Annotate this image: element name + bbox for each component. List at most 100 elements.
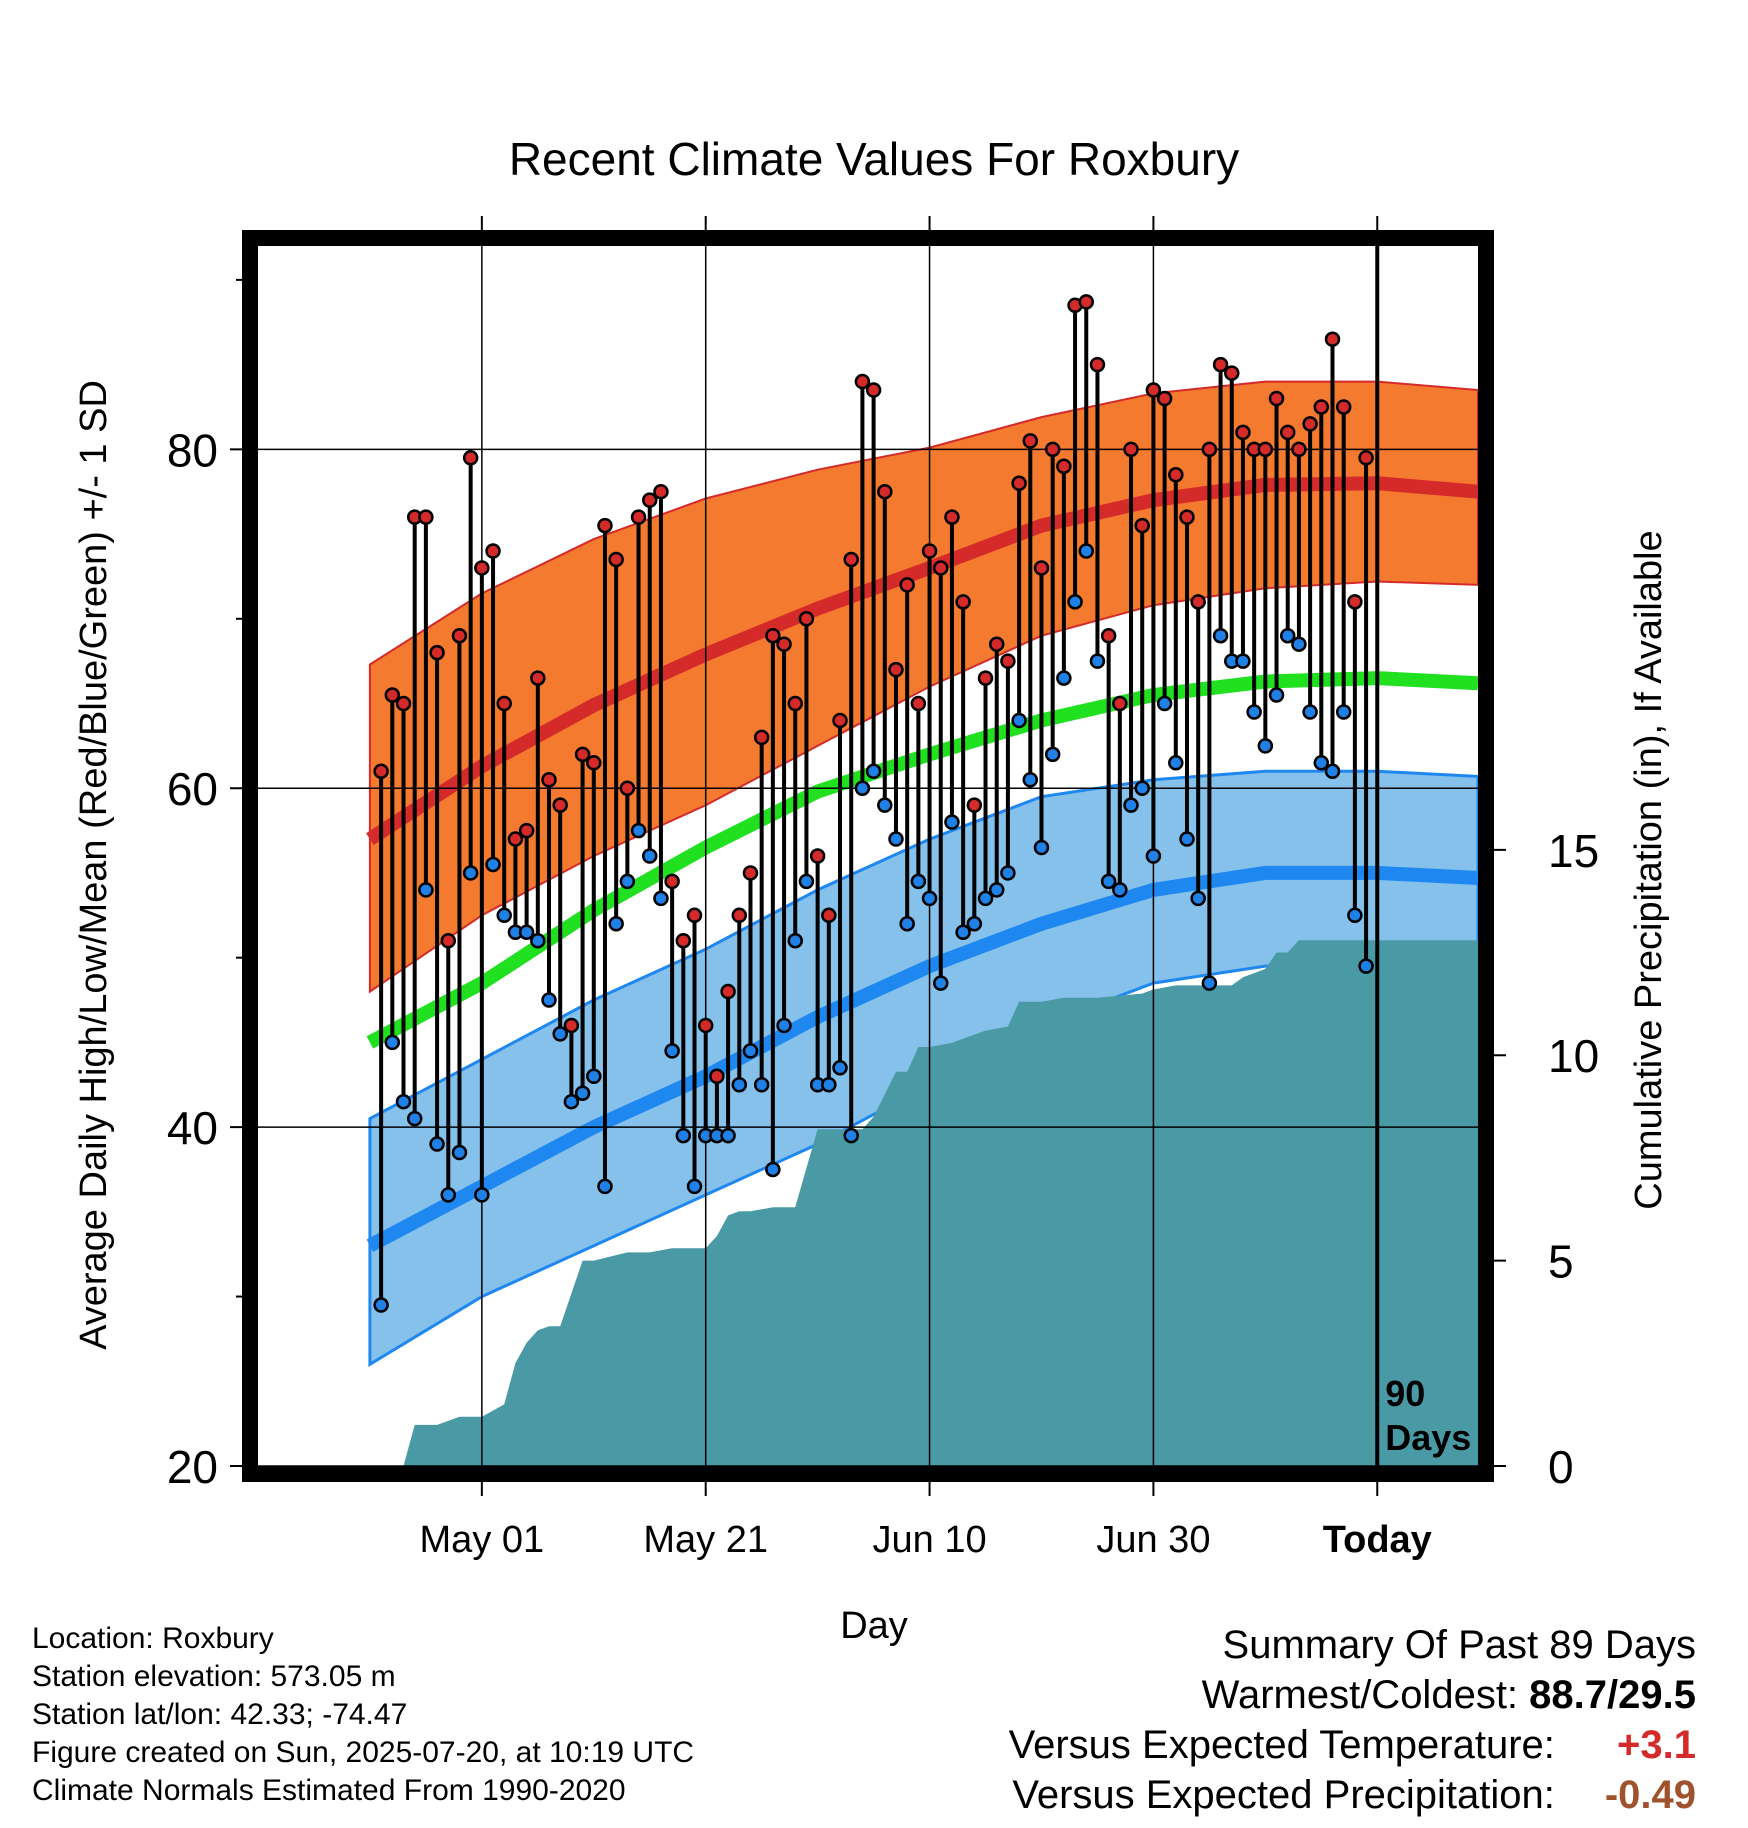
daily-high-point — [563, 1017, 580, 1034]
daily-low-point — [496, 907, 512, 924]
chart-title: Recent Climate Values For Roxbury — [509, 133, 1239, 185]
daily-low-point — [1000, 865, 1016, 881]
daily-high-point — [507, 831, 524, 847]
daily-low-point — [462, 865, 479, 881]
daily-high-point — [1145, 382, 1162, 398]
daily-low-point — [1056, 670, 1072, 686]
x-tick-label: May 21 — [643, 1519, 768, 1561]
daily-high-point — [1156, 390, 1173, 407]
axes: 20 40 60 80 0 5 10 15 May 01 May 21 Jun 10 Jun 30 To… — [167, 216, 1599, 1561]
y2-axis-label: Cumulative Precipitation (in), If Availa… — [1628, 530, 1670, 1209]
latlon-text: Station lat/lon: 42.33; -74.47 — [32, 1698, 408, 1731]
daily-low-point — [1268, 687, 1285, 703]
daily-high-point — [574, 746, 591, 763]
normals-period-text: Climate Normals Estimated From 1990-2020 — [32, 1774, 626, 1807]
daily-low-point — [1156, 695, 1173, 712]
daily-high-point — [1100, 627, 1117, 644]
daily-high-point — [485, 543, 501, 559]
x-tick-label: May 01 — [420, 1519, 545, 1561]
daily-high-point — [1268, 390, 1285, 407]
daily-high-point — [753, 729, 770, 746]
daily-high-point — [798, 611, 815, 627]
daily-low-point — [384, 1034, 401, 1051]
daily-low-point — [1168, 755, 1184, 771]
daily-high-point — [1056, 458, 1072, 475]
daily-high-point — [1235, 424, 1251, 441]
y2-tick-label: 15 — [1548, 825, 1599, 877]
daily-low-point — [933, 975, 949, 991]
daily-high-point — [675, 932, 692, 949]
daily-low-point — [910, 873, 927, 890]
warmest-coldest-row: Warmest/Coldest: 88.7/29.5 — [1009, 1670, 1696, 1720]
daily-low-point — [1134, 780, 1150, 796]
daily-high-point — [1134, 517, 1150, 534]
warmest-coldest-label: Warmest/Coldest: — [1201, 1673, 1519, 1717]
daily-high-point — [977, 670, 994, 686]
daily-high-point — [854, 373, 871, 390]
daily-low-point — [821, 1077, 837, 1093]
daily-low-point — [1313, 755, 1330, 771]
daily-low-point — [1246, 704, 1262, 720]
x-tick-label: Jun 30 — [1096, 1519, 1210, 1561]
daily-low-point — [1179, 831, 1195, 847]
daily-high-point — [384, 687, 401, 703]
daily-high-point — [865, 382, 882, 398]
daily-high-point — [518, 822, 535, 839]
x-tick-label: Jun 10 — [873, 1519, 987, 1561]
daily-low-point — [630, 822, 647, 839]
daily-low-point — [1302, 704, 1318, 720]
daily-low-point — [776, 1017, 792, 1034]
daily-high-point — [395, 695, 412, 712]
daily-low-point — [944, 814, 960, 830]
daily-high-point — [474, 560, 490, 576]
daily-high-point — [1190, 594, 1206, 610]
daily-low-point — [865, 763, 882, 780]
daily-low-point — [485, 856, 501, 873]
daily-low-point — [429, 1136, 445, 1152]
daily-low-point — [541, 992, 557, 1008]
daily-high-point — [1112, 695, 1128, 712]
daily-high-point — [821, 907, 837, 924]
daily-low-point — [1033, 839, 1050, 856]
daily-low-point — [440, 1187, 457, 1203]
daily-high-point — [1044, 441, 1061, 458]
plot-border — [242, 230, 1494, 1482]
created-text: Figure created on Sun, 2025-07-20, at 10… — [32, 1736, 695, 1769]
daily-high-point — [1302, 416, 1318, 432]
elevation-text: Station elevation: 573.05 m — [32, 1660, 396, 1693]
daily-low-point — [563, 1093, 580, 1110]
today-days-label: 90 — [1385, 1373, 1425, 1414]
daily-high-point — [1279, 424, 1296, 441]
daily-stems — [379, 301, 1369, 1306]
daily-high-point — [1212, 356, 1229, 373]
daily-low-point — [1123, 797, 1139, 813]
daily-high-point — [653, 483, 669, 500]
daily-high-point — [709, 1068, 725, 1085]
station-info: Location: Roxbury Station elevation: 573… — [32, 1620, 694, 1810]
daily-high-point — [664, 873, 680, 890]
daily-low-point — [1100, 873, 1117, 890]
daily-high-point — [1168, 467, 1184, 483]
daily-low-point — [653, 890, 669, 907]
daily-high-point — [429, 644, 445, 661]
daily-low-point — [1279, 627, 1296, 644]
daily-high-point — [1033, 560, 1050, 576]
daily-high-point — [742, 865, 759, 881]
daily-low-point — [530, 932, 546, 949]
daily-low-point — [1022, 772, 1039, 788]
precip-departure-label: Versus Expected Precipitation: — [1012, 1773, 1555, 1817]
daily-low-point — [765, 1161, 781, 1178]
daily-low-point — [474, 1187, 490, 1203]
daily-high-point — [776, 636, 792, 652]
daily-high-point — [418, 509, 434, 525]
daily-low-point — [899, 916, 915, 932]
summary-heading: Summary Of Past 89 Days — [1222, 1623, 1696, 1667]
daily-high-point — [530, 670, 546, 686]
daily-low-point — [888, 831, 904, 847]
daily-low-point — [586, 1068, 602, 1085]
daily-high-point — [1358, 450, 1374, 466]
y2-tick-label: 5 — [1548, 1236, 1574, 1288]
daily-low-point — [1011, 712, 1027, 729]
daily-high-point — [440, 932, 457, 949]
daily-low-point — [742, 1043, 759, 1059]
